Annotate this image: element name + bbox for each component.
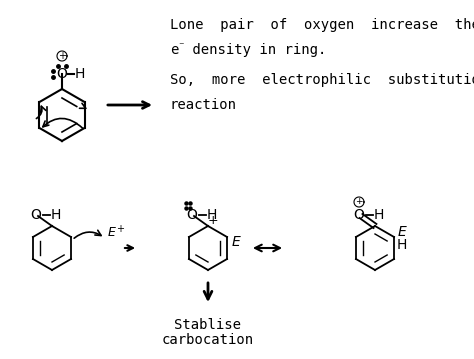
- Text: density in ring.: density in ring.: [184, 43, 327, 57]
- Text: Stablise: Stablise: [174, 318, 241, 332]
- Text: Lone  pair  of  oxygen  increase  the: Lone pair of oxygen increase the: [170, 18, 474, 32]
- Text: H: H: [374, 208, 384, 222]
- Text: O: O: [56, 67, 67, 81]
- Text: +: +: [208, 214, 219, 227]
- Text: +: +: [58, 51, 66, 61]
- Text: H: H: [397, 238, 407, 252]
- Text: reaction: reaction: [170, 98, 237, 112]
- Text: +: +: [355, 197, 363, 206]
- Text: O: O: [354, 208, 365, 222]
- Text: H: H: [51, 208, 61, 222]
- Text: H: H: [207, 208, 217, 222]
- Text: E: E: [398, 225, 406, 239]
- Text: +: +: [116, 224, 124, 234]
- Text: H: H: [75, 67, 85, 81]
- Text: E: E: [232, 235, 240, 249]
- Text: e: e: [170, 43, 178, 57]
- Text: So,  more  electrophilic  substitution: So, more electrophilic substitution: [170, 73, 474, 87]
- Text: carbocation: carbocation: [162, 333, 254, 347]
- Text: O: O: [187, 208, 198, 222]
- Text: O: O: [30, 208, 41, 222]
- Text: ⁻: ⁻: [177, 41, 185, 53]
- Text: E: E: [108, 227, 116, 239]
